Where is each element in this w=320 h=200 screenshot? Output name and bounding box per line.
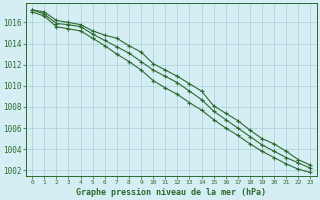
X-axis label: Graphe pression niveau de la mer (hPa): Graphe pression niveau de la mer (hPa)	[76, 188, 266, 197]
